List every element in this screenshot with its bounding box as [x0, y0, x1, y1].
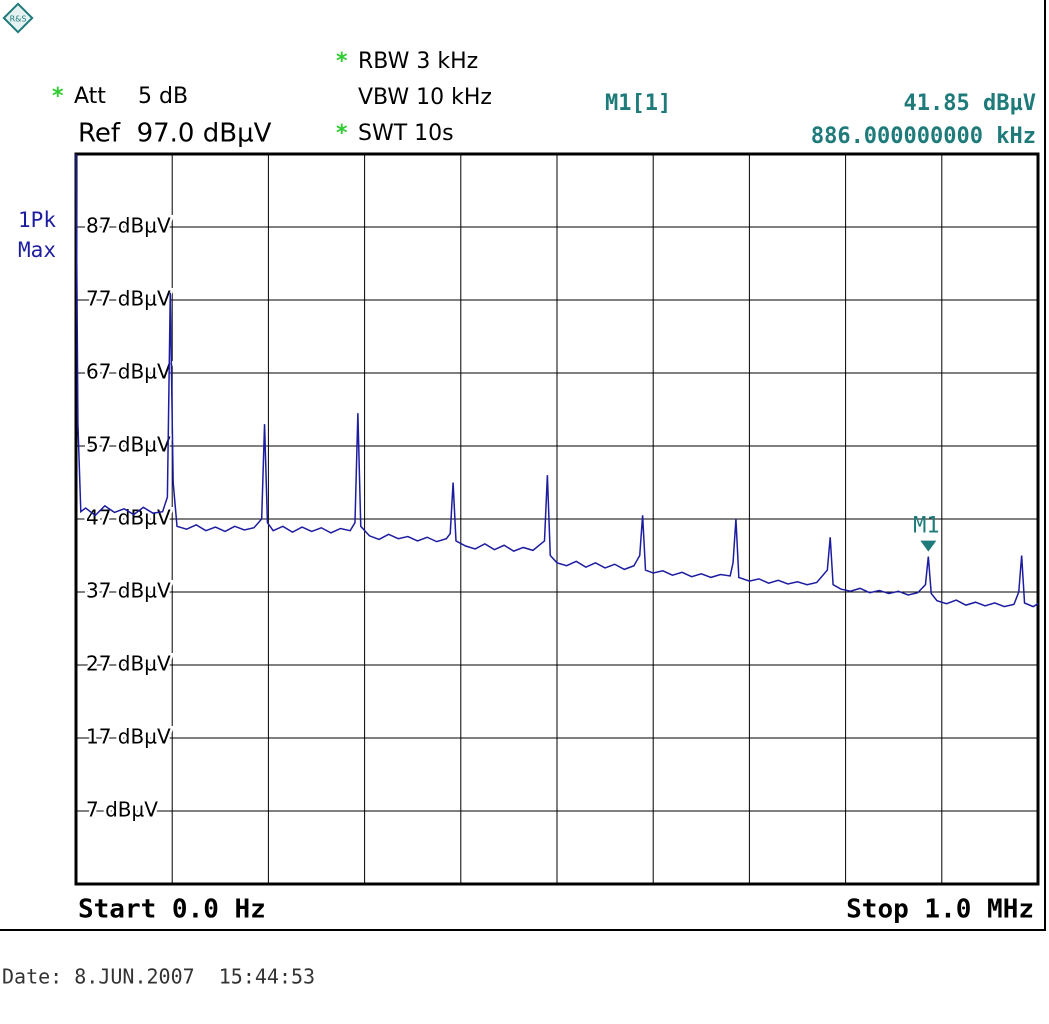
- plot-border: [74, 152, 1040, 886]
- start-label: Start 0.0 Hz: [78, 895, 266, 925]
- y-tick-label: 77 dBµV: [86, 287, 171, 311]
- stop-label: Stop 1.0 MHz: [846, 895, 1034, 925]
- setting-label: RBW 3 kHz: [358, 49, 478, 74]
- setting-flag: *: [336, 121, 348, 146]
- y-tick-label: 87 dBµV: [86, 214, 171, 238]
- y-tick-label: 67 dBµV: [86, 360, 171, 384]
- date: Date: 8.JUN.2007 15:44:53: [2, 965, 315, 989]
- trace-label: Max: [18, 238, 56, 262]
- y-tick-label: 37 dBµV: [86, 579, 171, 603]
- setting-label: SWT 10s: [358, 121, 454, 146]
- setting-value: 5 dB: [138, 84, 188, 109]
- marker-frequency: 886.000000000 kHz: [811, 124, 1036, 149]
- trace: [75, 153, 1039, 608]
- marker-label: M1: [913, 514, 940, 539]
- y-tick-label: 27 dBµV: [86, 652, 171, 676]
- logo-diamond: [2, 2, 34, 34]
- setting-label: Att: [74, 84, 106, 109]
- y-tick-label: 47 dBµV: [86, 506, 171, 530]
- y-tick-label: 17 dBµV: [86, 725, 171, 749]
- logo-text: R&S: [10, 15, 27, 24]
- logo: R&S: [2, 2, 34, 34]
- reference-level: Ref 97.0 dBµV: [78, 119, 272, 149]
- setting-label: VBW 10 kHz: [358, 85, 492, 110]
- y-tick-label: 57 dBµV: [86, 433, 171, 457]
- setting-flag: *: [52, 84, 64, 109]
- marker-level: 41.85 dBµV: [904, 91, 1036, 116]
- trace-label: 1Pk: [18, 208, 56, 232]
- marker-name: M1[1]: [605, 91, 671, 116]
- setting-flag: *: [336, 49, 348, 74]
- y-tick-label: 7 dBµV: [86, 798, 158, 822]
- marker: [920, 540, 937, 552]
